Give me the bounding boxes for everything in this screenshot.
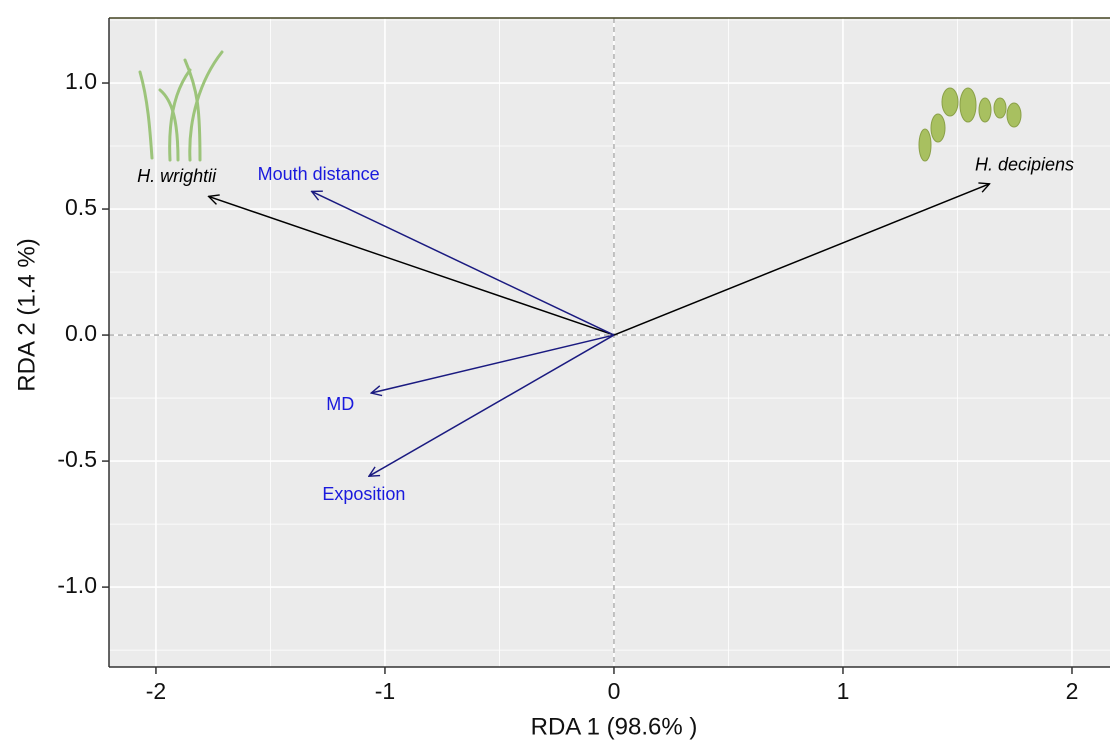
x-tick-label: -1 xyxy=(375,678,395,704)
x-tick-label: -2 xyxy=(146,678,166,704)
x-tick-label: 2 xyxy=(1066,678,1079,704)
y-tick-label: 0.5 xyxy=(65,194,97,220)
y-tick-label: 0.0 xyxy=(65,320,97,346)
vector-label: Exposition xyxy=(322,484,405,504)
x-axis-title: RDA 1 (98.6% ) xyxy=(531,713,698,740)
y-axis-title: RDA 2 (1.4 %) xyxy=(13,238,40,391)
x-tick-label: 1 xyxy=(837,678,850,704)
vector-label: H. decipiens xyxy=(975,155,1074,175)
vector-label: H. wrightii xyxy=(137,166,217,186)
x-tick-label: 0 xyxy=(608,678,621,704)
vector-label: MD xyxy=(326,394,354,414)
plot-background xyxy=(109,18,1110,667)
y-tick-label: -1.0 xyxy=(57,572,97,598)
y-tick-label: 1.0 xyxy=(65,68,97,94)
chart: RDA 1 (98.6% ) RDA 2 (1.4 %) -2 -1 0 1 2 -1.0… xyxy=(0,0,1110,747)
y-tick-label: -0.5 xyxy=(57,446,97,472)
vector-label: Mouth distance xyxy=(258,164,380,184)
